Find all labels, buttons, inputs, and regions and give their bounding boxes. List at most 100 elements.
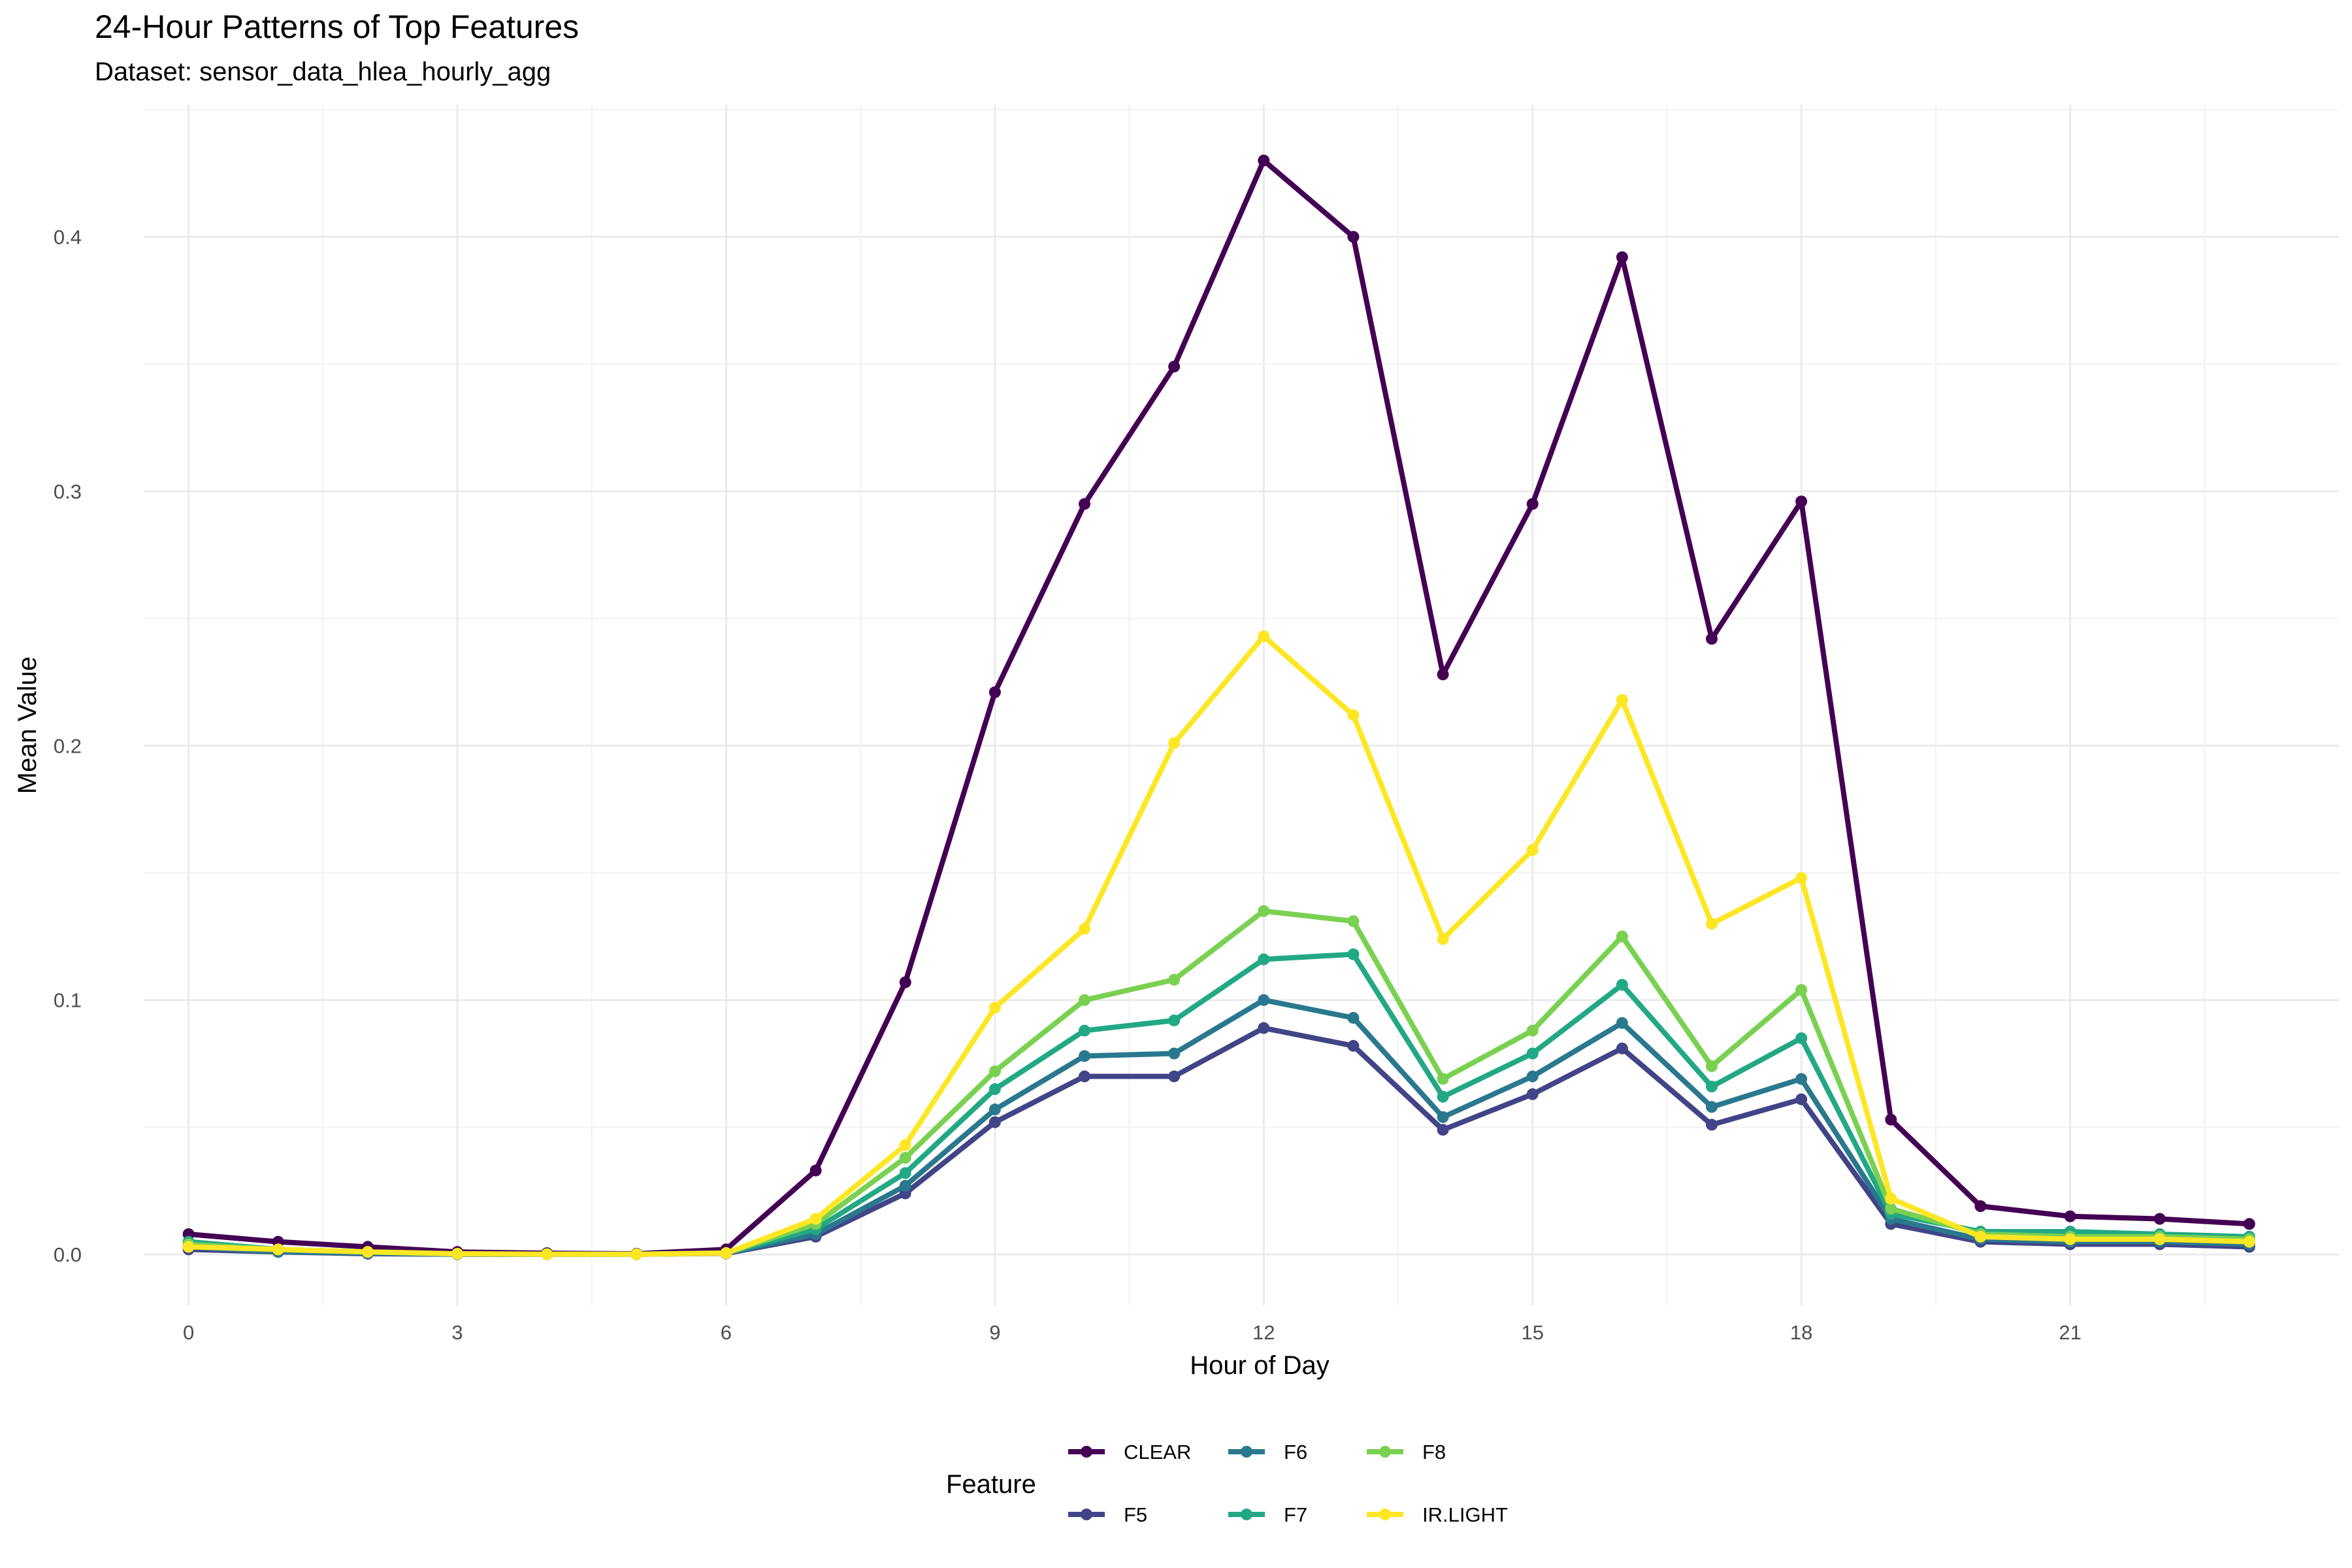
series-ir-light [182,630,2255,1260]
data-point [1795,872,1808,884]
data-point [1258,630,1270,642]
data-point [988,1116,1001,1128]
data-point [1437,1073,1449,1085]
data-point [1795,984,1808,996]
data-point [1706,917,1718,930]
grid [144,105,2339,1305]
data-point [1079,498,1090,510]
data-point [899,1167,911,1179]
data-point [1706,1081,1718,1093]
x-tick-label: 15 [1521,1321,1543,1344]
data-point [1347,1039,1360,1052]
legend-item: F5 [1068,1503,1147,1526]
data-point [1616,1042,1628,1054]
data-point [899,976,911,988]
data-point [1079,994,1090,1006]
legend-label: F8 [1422,1441,1446,1463]
data-point [2243,1235,2255,1248]
data-point [2153,1233,2166,1245]
data-point [988,686,1001,698]
legend-key-point [1379,1446,1391,1458]
data-point [1706,1101,1718,1113]
data-point [272,1243,284,1256]
data-point [988,1065,1001,1077]
legend-key-point [1081,1509,1092,1520]
data-point [541,1248,553,1260]
data-point [1258,994,1270,1006]
data-point [1168,361,1181,373]
x-axis-title: Hour of Day [1190,1351,1329,1380]
y-tick-label: 0.2 [54,734,82,757]
series-line [186,157,2252,1256]
data-point [1526,1024,1539,1037]
x-tick-label: 3 [451,1321,463,1344]
y-tick-label: 0.0 [54,1243,82,1266]
legend-title: Feature [946,1470,1036,1499]
data-point [1168,1014,1181,1026]
legend-item: F8 [1367,1441,1446,1463]
legend-label: F6 [1284,1441,1307,1463]
data-point [988,1103,1001,1116]
data-point [1437,668,1449,681]
data-point [361,1246,374,1258]
chart-title: 24-Hour Patterns of Top Features [95,8,580,45]
series-clear [182,154,2255,1260]
data-point [1885,1192,1897,1205]
series-line [186,633,2252,1257]
data-point [1974,1230,1987,1243]
data-point [1885,1203,1897,1215]
data-point [1079,1050,1090,1062]
data-point [1168,1047,1181,1060]
legend-label: CLEAR [1124,1441,1191,1463]
data-point [1437,1124,1449,1136]
data-point [899,1152,911,1164]
x-tick-label: 9 [989,1321,1000,1344]
y-tick-label: 0.4 [54,225,82,248]
data-point [1258,953,1270,966]
data-point [1616,979,1628,991]
data-point [1347,1011,1360,1024]
data-point [1079,923,1090,935]
legend-key-point [1379,1509,1391,1520]
legend-key-point [1081,1446,1092,1458]
data-point [1347,915,1360,927]
data-point [1258,1022,1270,1034]
y-axis-title: Mean Value [13,657,42,794]
data-point [182,1241,195,1253]
x-tick-label: 18 [1790,1321,1812,1344]
legend-item: CLEAR [1068,1441,1191,1463]
data-point [1616,1017,1628,1029]
data-point [1885,1113,1897,1126]
y-tick-label: 0.1 [54,989,82,1012]
data-point [1347,231,1360,243]
data-point [1437,1111,1449,1123]
legend-label: IR.LIGHT [1422,1503,1508,1526]
legend-key-point [1241,1446,1252,1458]
data-point [1974,1200,1987,1213]
data-point [1795,1032,1808,1045]
data-point [1526,498,1539,510]
x-tick-label: 12 [1252,1321,1275,1344]
data-point [988,1002,1001,1014]
series-line [186,908,2252,1257]
legend-item: IR.LIGHT [1367,1503,1508,1526]
data-point [1616,694,1628,706]
x-tick-label: 21 [2059,1321,2081,1344]
series-f8 [182,905,2255,1260]
data-point [1706,632,1718,645]
legend-label: F7 [1284,1503,1307,1526]
data-point [1258,905,1270,917]
data-point [720,1247,732,1260]
data-point [1168,1070,1181,1083]
data-point [899,1179,911,1192]
data-point [451,1247,463,1260]
data-point [1526,1047,1539,1060]
data-point [1347,948,1360,960]
data-point [1079,1024,1090,1037]
data-point [1168,973,1181,986]
data-point [1616,251,1628,263]
data-point [630,1248,643,1260]
data-point [2064,1233,2076,1245]
legend-label: F5 [1124,1503,1147,1526]
data-point [2243,1218,2255,1230]
